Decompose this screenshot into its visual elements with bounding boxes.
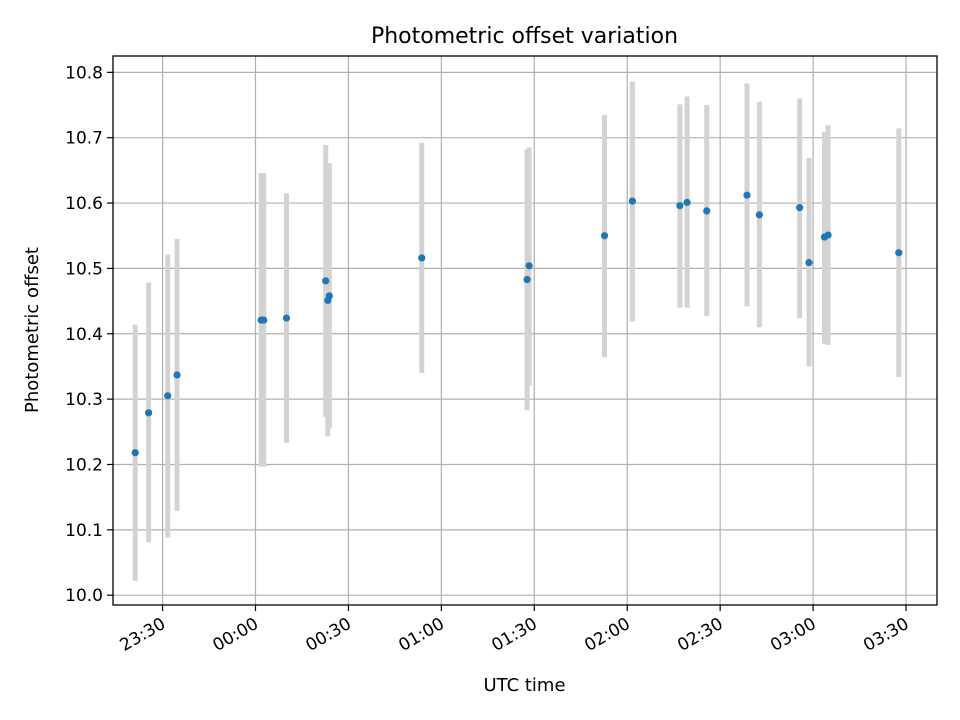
data-point [755,211,763,219]
data-point [895,249,903,257]
data-point [145,409,153,417]
data-point [173,371,181,379]
data-point [325,292,333,300]
y-tick-label: 10.4 [65,325,103,345]
data-point [282,314,291,322]
data-point [322,277,330,285]
y-tick-label: 10.8 [65,63,103,83]
y-tick-label: 10.3 [65,390,103,410]
data-point [683,198,691,206]
data-points [131,191,903,457]
data-point [260,316,268,324]
chart-title: Photometric offset variation [371,24,678,49]
y-tick-label: 10.5 [65,259,103,279]
y-tick-label: 10.1 [65,521,103,541]
data-point [676,202,684,210]
data-point [525,262,533,270]
data-point [523,275,531,284]
data-point [600,232,609,240]
data-point [703,207,711,215]
data-point [131,449,139,457]
y-tick-label: 10.7 [65,129,103,149]
data-point [628,197,636,205]
data-point [805,258,813,267]
data-point [418,254,426,262]
plot-frame [112,55,938,606]
data-point [796,204,804,212]
data-point [743,191,751,199]
y-tick-label: 10.6 [65,194,103,214]
data-point [164,392,172,400]
y-axis: 10.0 10.1 10.2 10.3 10.4 10.5 10.6 10.7 10.8 [65,63,113,606]
data-point [824,231,832,239]
y-axis-label: Photometric offset [22,247,43,413]
y-tick-label: 10.0 [65,586,103,606]
x-axis-label: UTC time [483,675,565,696]
y-tick-label: 10.2 [65,455,103,475]
